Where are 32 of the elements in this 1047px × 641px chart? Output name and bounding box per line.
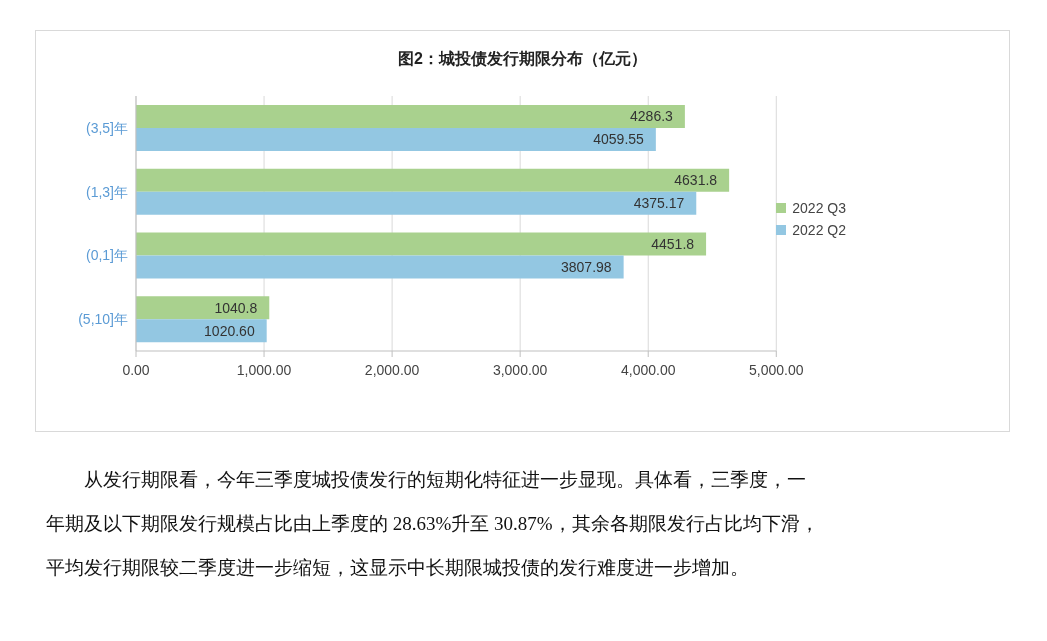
- y-tick-label: (0,1]年: [85, 247, 128, 264]
- x-tick-label: 0.00: [122, 361, 150, 378]
- data-label: 4451.8: [651, 235, 695, 252]
- data-label: 4375.17: [633, 195, 685, 212]
- x-tick-label: 5,000.00: [749, 361, 804, 378]
- x-tick-label: 4,000.00: [620, 361, 676, 378]
- data-label: 3807.98: [561, 258, 612, 275]
- x-tick-label: 1,000.00: [236, 361, 292, 378]
- x-tick-label: 2,000.00: [364, 361, 420, 378]
- chart-title: 图2：城投债发行期限分布（亿元）: [397, 49, 648, 69]
- bar: [136, 127, 656, 151]
- y-tick-label: (5,10]年: [78, 311, 128, 328]
- bar: [136, 319, 267, 343]
- x-tick-label: 3,000.00: [492, 361, 548, 378]
- bar: [136, 104, 685, 128]
- data-label: 1040.8: [214, 299, 258, 316]
- y-tick-label: (3,5]年: [85, 119, 128, 136]
- y-tick-label: (1,3]年: [85, 183, 128, 200]
- data-label: 4631.8: [674, 172, 718, 189]
- text: 年期及以下期限发行规模占比由上季度的 28.63%升至 30.87%，其余各期限发行占比均下滑，: [46, 512, 820, 536]
- bar: [136, 191, 697, 215]
- legend-label: 2022 Q3: [791, 199, 846, 216]
- legend-label: 2022 Q2: [791, 221, 846, 238]
- bar: [136, 232, 707, 256]
- data-label: 4059.55: [593, 131, 645, 148]
- bar: [136, 255, 624, 279]
- bar: [136, 296, 270, 320]
- text: 平均发行期限较二季度进一步缩短，这显示中长期限城投债的发行难度进一步增加。: [46, 556, 750, 580]
- bar: [136, 168, 730, 192]
- data-label: 1020.60: [204, 322, 255, 339]
- text: 从发行期限看，今年三季度城投债发行的短期化特征进一步显现。具体看，三季度，一: [83, 468, 807, 492]
- data-label: 4286.3: [630, 108, 674, 125]
